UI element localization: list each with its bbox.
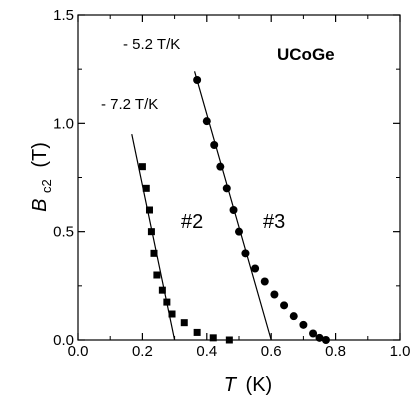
circle-marker bbox=[315, 333, 324, 342]
square-marker bbox=[168, 310, 176, 318]
circle-marker bbox=[289, 312, 298, 321]
x-axis-title: T (K) bbox=[224, 374, 272, 396]
circle-marker bbox=[210, 141, 219, 149]
y-axis-unit: (T) bbox=[29, 142, 51, 168]
square-marker bbox=[163, 298, 171, 306]
y-tick-label: 0.0 bbox=[53, 332, 74, 349]
axis-ticks bbox=[77, 14, 401, 341]
square-marker bbox=[153, 271, 161, 279]
circle-marker bbox=[270, 290, 279, 299]
circle-marker bbox=[193, 76, 202, 84]
data-markers bbox=[138, 76, 330, 344]
circle-marker bbox=[280, 301, 289, 310]
square-marker bbox=[225, 336, 233, 344]
x-axis-unit: (K) bbox=[246, 374, 273, 396]
sample-label-3: #3 bbox=[263, 211, 285, 233]
x-tick-label: 0.8 bbox=[325, 343, 346, 360]
slope-label-sample-2: - 7.2 T/K bbox=[101, 96, 158, 113]
circle-marker bbox=[229, 206, 238, 214]
circle-marker bbox=[260, 277, 269, 286]
x-tick-label: 1.0 bbox=[390, 343, 411, 360]
fit-line-series-1 bbox=[131, 134, 176, 341]
square-marker bbox=[158, 286, 166, 294]
y-axis-symbol: B bbox=[29, 199, 51, 212]
square-marker bbox=[142, 184, 150, 192]
y-tick-label: 1.5 bbox=[53, 7, 74, 24]
square-marker bbox=[147, 228, 155, 236]
x-axis-symbol: T bbox=[224, 374, 238, 396]
plot-frame bbox=[77, 14, 401, 341]
x-tick-label: 0.0 bbox=[68, 343, 89, 360]
circle-marker bbox=[202, 117, 211, 126]
circle-marker bbox=[309, 329, 318, 338]
square-marker bbox=[180, 319, 188, 327]
circle-marker bbox=[216, 162, 225, 171]
circle-marker bbox=[235, 227, 243, 236]
material-label: UCoGe bbox=[277, 45, 335, 64]
tick-labels: 0.0 0.2 0.4 0.6 0.8 1.0 0.0 0.5 1.0 1.5 bbox=[53, 7, 410, 360]
y-axis-subscript: c2 bbox=[39, 179, 54, 193]
square-marker bbox=[193, 328, 201, 336]
plot-area bbox=[77, 14, 401, 341]
fit-line-series-2 bbox=[193, 71, 272, 341]
square-marker bbox=[145, 206, 153, 214]
x-tick-label: 0.4 bbox=[196, 343, 217, 360]
square-marker bbox=[209, 334, 217, 342]
y-tick-label: 1.0 bbox=[53, 115, 74, 132]
x-tick-label: 0.2 bbox=[132, 343, 153, 360]
y-axis-title: B c2 (T) bbox=[29, 142, 56, 212]
circle-marker bbox=[299, 320, 308, 329]
circle-marker bbox=[251, 264, 260, 273]
circle-marker bbox=[321, 336, 330, 344]
square-marker bbox=[150, 249, 158, 257]
slope-label-sample-3: - 5.2 T/K bbox=[123, 36, 180, 53]
x-tick-label: 0.6 bbox=[261, 343, 282, 360]
y-tick-label: 0.5 bbox=[53, 224, 74, 241]
square-marker bbox=[138, 163, 146, 171]
circle-marker bbox=[222, 184, 231, 193]
sample-label-2: #2 bbox=[181, 211, 203, 233]
circle-marker bbox=[241, 249, 250, 258]
